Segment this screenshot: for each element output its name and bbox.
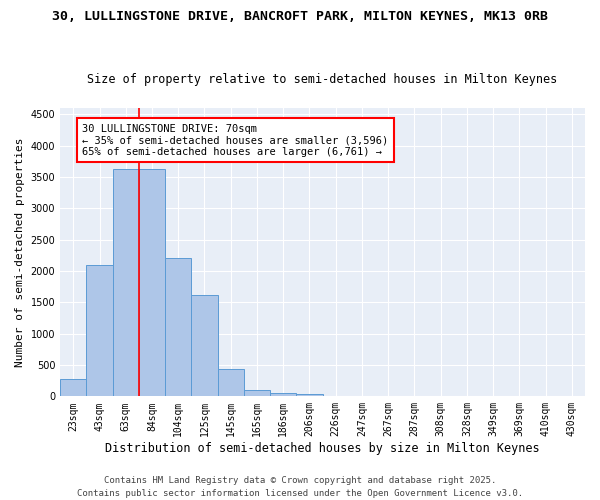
Y-axis label: Number of semi-detached properties: Number of semi-detached properties <box>15 138 25 367</box>
Bar <box>191 295 218 396</box>
Title: Size of property relative to semi-detached houses in Milton Keynes: Size of property relative to semi-detach… <box>88 73 558 86</box>
Bar <box>139 170 165 396</box>
Text: 30 LULLINGSTONE DRIVE: 70sqm
← 35% of semi-detached houses are smaller (3,596)
6: 30 LULLINGSTONE DRIVE: 70sqm ← 35% of se… <box>82 124 389 157</box>
Bar <box>113 170 139 396</box>
Bar <box>270 393 296 396</box>
Bar <box>218 370 244 396</box>
Text: 30, LULLINGSTONE DRIVE, BANCROFT PARK, MILTON KEYNES, MK13 0RB: 30, LULLINGSTONE DRIVE, BANCROFT PARK, M… <box>52 10 548 23</box>
Bar <box>165 258 191 396</box>
Text: Contains HM Land Registry data © Crown copyright and database right 2025.
Contai: Contains HM Land Registry data © Crown c… <box>77 476 523 498</box>
Bar <box>60 380 86 396</box>
Bar <box>296 394 323 396</box>
Bar <box>86 264 113 396</box>
X-axis label: Distribution of semi-detached houses by size in Milton Keynes: Distribution of semi-detached houses by … <box>105 442 540 455</box>
Bar <box>244 390 270 396</box>
